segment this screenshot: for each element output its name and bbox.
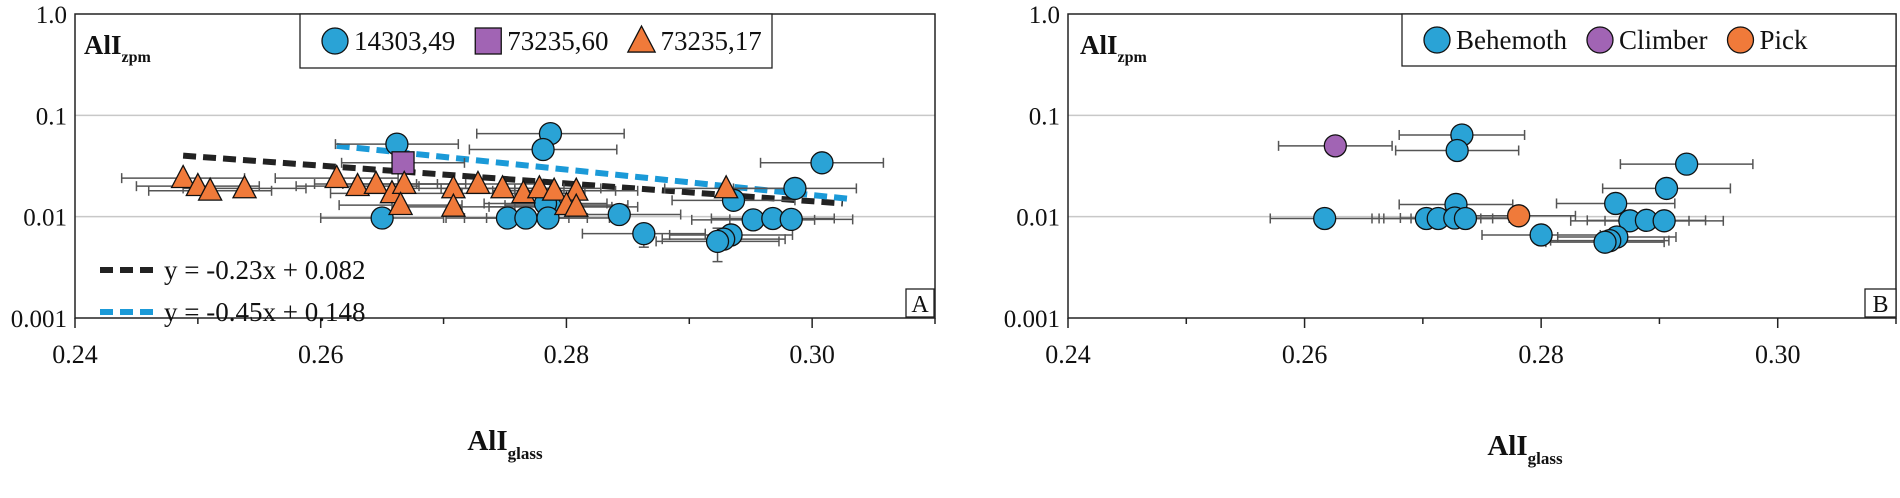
data-point xyxy=(514,206,538,230)
data-point xyxy=(607,202,631,227)
data-point xyxy=(1529,223,1553,247)
panel-label: B xyxy=(1872,292,1888,318)
panel-label: A xyxy=(911,292,929,318)
x-axis-label-subscript: glass xyxy=(508,444,543,463)
data-point xyxy=(741,208,765,232)
data-point xyxy=(387,191,414,216)
data-point xyxy=(1604,191,1628,216)
data-point xyxy=(465,169,491,195)
legend-label: 73235,17 xyxy=(661,26,762,56)
legend-label: Behemoth xyxy=(1456,25,1567,55)
data-point xyxy=(1453,206,1478,231)
legend-marker xyxy=(474,27,502,55)
x-axis-label-subscript: glass xyxy=(1528,449,1563,468)
data-layer xyxy=(1269,123,1754,254)
x-tick-label: 0.30 xyxy=(789,340,835,369)
data-layer xyxy=(120,121,885,263)
data-point xyxy=(391,169,417,195)
x-axis-label: AlIglass xyxy=(467,425,543,463)
data-point xyxy=(1445,138,1469,163)
y-tick-label: 1.0 xyxy=(1029,2,1060,29)
legend-marker xyxy=(321,27,349,55)
x-tick-label: 0.24 xyxy=(1045,340,1091,369)
chart-panel-b: 0.24 0.26 0.28 0.300.0010.010.11.0AlIzpmAlI… xyxy=(1004,2,1897,468)
data-point xyxy=(1593,230,1617,254)
y-tick-label: 0.001 xyxy=(1004,306,1060,333)
legend-marker xyxy=(1726,26,1755,54)
y-axis-label-main: AlI xyxy=(84,30,122,60)
y-axis-label: AlIzpm xyxy=(1080,30,1148,66)
data-point xyxy=(1652,209,1676,233)
chart-panel-a: 0.24 0.26 0.28 0.300.0010.010.11.0AlIzpmAlI… xyxy=(11,2,936,463)
legend-label: 73235,60 xyxy=(507,26,608,56)
data-point xyxy=(563,192,589,217)
y-tick-label: 1.0 xyxy=(36,2,67,29)
data-point xyxy=(344,172,371,197)
y-tick-label: 0.1 xyxy=(1029,103,1060,130)
panel-label-box xyxy=(905,288,935,318)
x-tick-label: 0.30 xyxy=(1755,340,1801,369)
data-point xyxy=(489,174,516,199)
data-point xyxy=(779,207,803,232)
data-point xyxy=(363,169,389,195)
x-tick-label: 0.24 xyxy=(52,340,98,369)
fit-equation-label: y = -0.23x + 0.082 xyxy=(164,255,365,285)
x-axis-label-main: AlI xyxy=(1487,430,1527,462)
y-tick-label: 0.01 xyxy=(23,205,67,232)
x-tick-label: 0.26 xyxy=(298,340,344,369)
y-axis-label-subscript: zpm xyxy=(1118,49,1148,66)
data-point xyxy=(1507,204,1531,228)
data-point xyxy=(370,206,394,230)
legend-marker xyxy=(626,24,657,53)
data-point xyxy=(1313,206,1337,231)
panel-label-box xyxy=(1864,288,1897,318)
x-axis-label-main: AlI xyxy=(467,425,507,457)
data-point xyxy=(1674,152,1699,176)
x-tick-label: 0.26 xyxy=(1282,340,1328,369)
data-point xyxy=(1654,176,1679,201)
data-point xyxy=(713,174,739,199)
legend-marker xyxy=(1423,26,1451,54)
y-axis-label-main: AlI xyxy=(1080,30,1118,60)
data-point xyxy=(170,164,196,189)
legend: 14303,49 73235,60 73235,17 xyxy=(299,13,773,69)
fit-line xyxy=(336,142,850,202)
x-tick-label: 0.28 xyxy=(544,340,590,369)
y-axis-label: AlIzpm xyxy=(84,30,152,66)
data-point xyxy=(391,151,415,175)
data-point xyxy=(1323,134,1347,158)
x-tick-label: 0.28 xyxy=(1518,340,1564,369)
legend-label: 14303,49 xyxy=(354,26,455,56)
data-point xyxy=(526,174,553,199)
y-tick-label: 0.01 xyxy=(1016,205,1060,232)
legend-label: Climber xyxy=(1619,25,1708,55)
x-axis-label: AlIglass xyxy=(1487,430,1563,468)
data-point xyxy=(231,174,258,199)
data-point xyxy=(632,221,656,246)
data-point xyxy=(541,176,567,201)
legend: Behemoth Climber Pick xyxy=(1401,13,1897,67)
fit-equation-label: y = -0.45x + 0.148 xyxy=(164,297,365,327)
legend-box xyxy=(299,13,773,69)
data-point xyxy=(324,164,350,189)
data-point xyxy=(536,206,560,230)
y-axis-label-subscript: zpm xyxy=(122,49,152,66)
legend-box xyxy=(1401,13,1897,67)
legend-marker xyxy=(1586,26,1614,54)
legend-label: Pick xyxy=(1759,25,1808,55)
data-point xyxy=(783,176,807,201)
data-point xyxy=(197,176,223,201)
y-tick-label: 0.001 xyxy=(11,306,67,333)
y-tick-label: 0.1 xyxy=(36,103,67,130)
data-point xyxy=(810,151,834,175)
data-point xyxy=(705,229,730,254)
data-point xyxy=(531,137,555,162)
data-point xyxy=(440,192,467,217)
